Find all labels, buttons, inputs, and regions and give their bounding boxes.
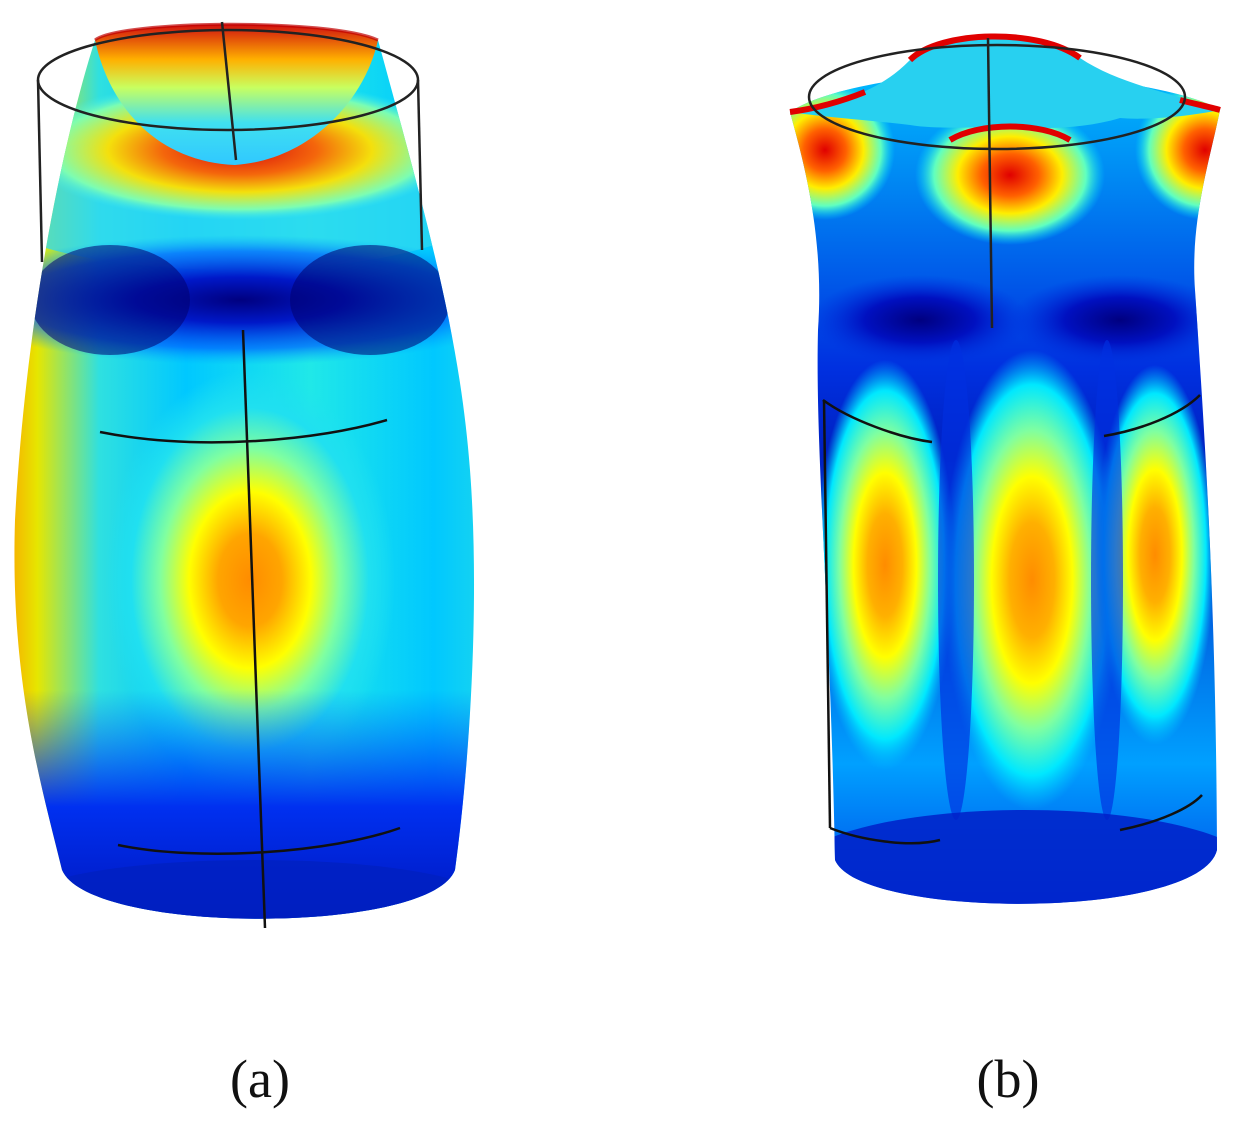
mode-shape-b-drawing [789, 33, 1221, 904]
mode-shape-panel-a: (a) [14, 21, 475, 1109]
reference-cylinder-b [807, 37, 1187, 329]
mesh-lines-a [99, 329, 401, 929]
mesh-lines-b [822, 394, 1203, 845]
mode-shape-panel-b: (b) [620, 0, 1239, 1123]
inner-surface-b [790, 36, 1220, 129]
mode-shape-a-drawing [14, 21, 475, 929]
reference-cylinder-a [36, 21, 424, 263]
inner-surface-a [95, 24, 378, 165]
panel-b-caption: (b) [976, 1049, 1040, 1109]
panel-a-caption: (a) [230, 1049, 290, 1109]
